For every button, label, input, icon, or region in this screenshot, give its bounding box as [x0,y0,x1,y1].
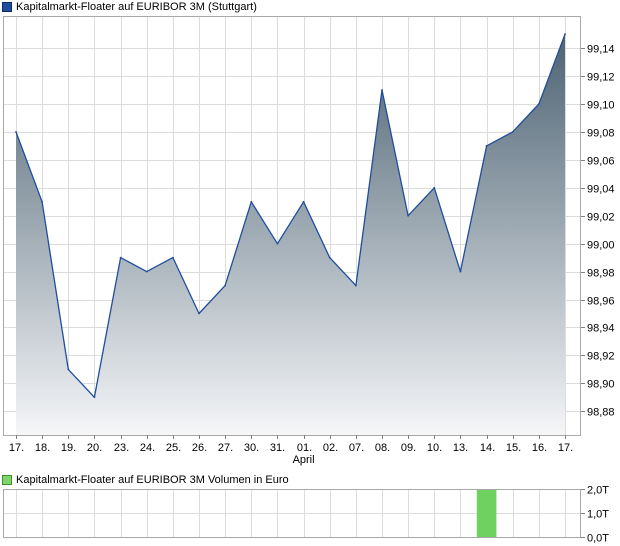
price-y-tick-label: 99,10 [587,100,615,112]
price-legend-label: Kapitalmarkt-Floater auf EURIBOR 3M (Stu… [16,1,257,13]
price-x-tick-label: 27. [218,442,233,454]
price-x-tick-label: 18. [35,442,50,454]
price-x-tick-label: 13. [453,442,468,454]
price-y-axis: 98,88 98,90 98,92 98,94 98,96 98,98 99,00 99,02… [581,44,615,419]
price-area-layer [15,33,566,435]
price-plot-frame [3,16,581,436]
price-x-tick-label: 24. [140,442,155,454]
volume-plot-frame [3,489,581,538]
price-x-tick-label: 14. [480,442,495,454]
price-data-point [276,242,279,245]
price-y-tick-label: 99,12 [587,72,615,84]
volume-y-axis: 0,0T 1,0T 2,0T [581,485,609,545]
price-area-fill [16,34,565,435]
price-y-tick-label: 98,94 [587,323,615,335]
price-x-tick-label: 25. [166,442,181,454]
price-data-point [355,284,357,287]
price-y-tick-label: 99,14 [587,44,615,56]
volume-legend-label: Kapitalmarkt-Floater auf EURIBOR 3M Volu… [16,474,289,486]
volume-bars-layer [476,489,497,537]
price-data-point [485,145,488,147]
volume-bar [476,489,497,537]
price-y-tick-label: 99,00 [587,240,615,252]
price-legend-swatch [2,2,12,12]
price-x-tick-label: 10. [427,442,442,454]
price-data-point [459,270,462,273]
price-frame-border [3,16,581,436]
price-data-point [67,368,70,371]
price-x-tick-label: 01. [297,442,312,454]
volume-legend-swatch [2,475,12,485]
price-y-tick-label: 98,98 [587,268,615,280]
price-data-point [407,214,409,217]
volume-legend: Kapitalmarkt-Floater auf EURIBOR 3M Volu… [2,473,289,487]
price-y-tick-label: 99,08 [587,128,615,140]
price-x-axis: 17. 18. 19. 20. 23. 24. 25. 26. 27. 30. 31. 01. 02. 0… [9,435,573,466]
price-x-tick-label: 08. [375,442,390,454]
price-x-tick-label: 23. [114,442,129,454]
volume-frame-border [3,489,581,538]
price-data-point [119,256,122,259]
price-data-point [564,33,566,36]
price-y-tick-label: 98,92 [587,351,615,363]
price-y-tick-label: 98,88 [587,407,615,419]
price-x-tick-label: 15. [506,442,521,454]
price-data-point [511,131,514,133]
price-data-point [172,256,174,259]
price-data-point [381,89,383,91]
volume-y-tick-label: 1,0T [587,509,609,521]
price-y-tick-label: 99,06 [587,156,615,168]
price-x-tick-label: 17. [9,442,24,454]
price-data-point [250,200,253,203]
price-x-tick-label: 30. [244,442,259,454]
price-data-point [198,312,200,315]
price-series-line [15,33,566,398]
volume-y-tick-label: 0,0T [587,533,609,545]
price-y-tick-label: 99,04 [587,184,615,196]
price-x-tick-label: 31. [270,442,285,454]
price-data-point [93,396,96,399]
price-y-tick-label: 98,90 [587,379,615,391]
price-x-tick-label: 17. [558,442,573,454]
price-data-point [328,256,331,259]
price-data-point [41,200,43,203]
price-data-point [224,284,227,287]
price-data-point [145,270,148,273]
price-data-point [538,103,540,105]
price-data-point [302,200,305,203]
price-x-tick-label: 19. [61,442,76,454]
price-y-tick-label: 98,96 [587,296,615,308]
price-y-tick-label: 99,02 [587,212,615,224]
price-x-tick-label: 02. [323,442,338,454]
price-x-tick-label: 07. [349,442,364,454]
price-x-tick-label: 20. [87,442,102,454]
volume-y-tick-label: 2,0T [587,485,609,497]
price-x-tick-label: 09. [401,442,416,454]
price-data-point [15,131,17,133]
price-month-label: April [293,454,315,466]
price-legend: Kapitalmarkt-Floater auf EURIBOR 3M (Stu… [2,0,257,14]
price-x-tick-label: 16. [532,442,547,454]
price-data-point [433,186,436,189]
price-x-tick-label: 26. [192,442,207,454]
